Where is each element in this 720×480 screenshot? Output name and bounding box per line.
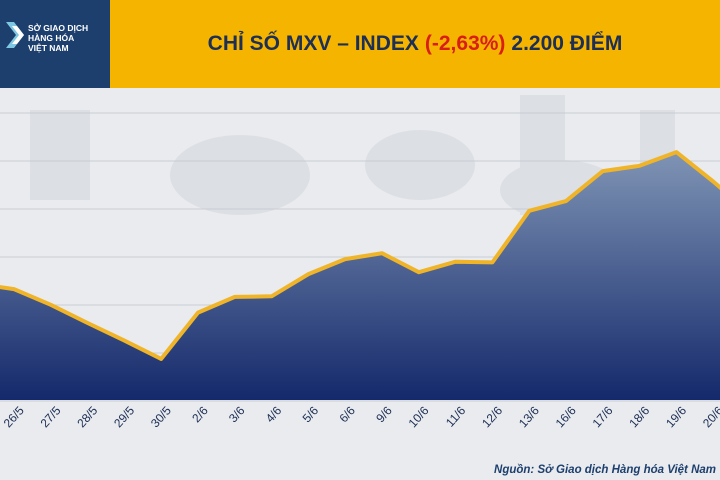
logo-panel: SỞ GIAO DỊCH HÀNG HÓA VIỆT NAM <box>0 0 110 88</box>
x-tick-label: 18/6 <box>626 403 652 430</box>
x-tick-label: 9/6 <box>373 403 395 425</box>
x-tick-label: 26/5 <box>1 403 27 430</box>
title-change-percent: (-2,63%) <box>424 32 506 55</box>
x-tick-label: 2/6 <box>189 403 211 425</box>
x-tick-label: 12/6 <box>479 403 505 430</box>
logo-text-line1: SỞ GIAO DỊCH <box>28 23 89 33</box>
title-value: 2.200 ĐIỂM <box>511 32 623 55</box>
x-tick-label: 6/6 <box>336 403 358 425</box>
x-tick-label: 17/6 <box>590 403 616 430</box>
x-axis-tick-labels: 26/5 27/5 28/5 29/5 30/5 2/6 3/6 4/6 5/6 6/6 9/6 10… <box>1 403 720 430</box>
x-tick-label: 4/6 <box>263 403 285 425</box>
x-tick-label: 10/6 <box>406 403 432 430</box>
area-chart: 26/5 27/5 28/5 29/5 30/5 2/6 3/6 4/6 5/6 6/6 9/6 10… <box>0 95 720 430</box>
x-tick-label: 27/5 <box>38 403 64 430</box>
area-fill <box>0 152 720 400</box>
x-tick-label: 30/5 <box>148 403 174 430</box>
chart-title: CHỈ SỐ MXV – INDEX (-2,63%) 2.200 ĐIỂM <box>110 0 720 88</box>
x-tick-label: 11/6 <box>443 403 469 429</box>
x-tick-label: 29/5 <box>111 403 137 430</box>
x-tick-label: 20/6 <box>700 403 720 430</box>
chart-header: SỞ GIAO DỊCH HÀNG HÓA VIỆT NAM CHỈ SỐ MX… <box>0 0 720 88</box>
x-tick-label: 19/6 <box>663 403 689 430</box>
series-line <box>0 150 720 361</box>
x-tick-label: 28/5 <box>74 403 100 430</box>
logo-text-line3: VIỆT NAM <box>28 43 69 53</box>
source-note: Nguồn: Sở Giao dịch Hàng hóa Việt Nam <box>494 464 716 476</box>
title-main: CHỈ SỐ MXV – INDEX <box>207 32 419 55</box>
x-tick-label: 16/6 <box>553 403 579 430</box>
logo-text-line2: HÀNG HÓA <box>28 33 75 43</box>
x-tick-label: 13/6 <box>516 403 542 430</box>
x-tick-label: 5/6 <box>300 403 322 425</box>
mxv-logo-icon <box>6 22 24 48</box>
x-tick-label: 3/6 <box>226 403 248 425</box>
